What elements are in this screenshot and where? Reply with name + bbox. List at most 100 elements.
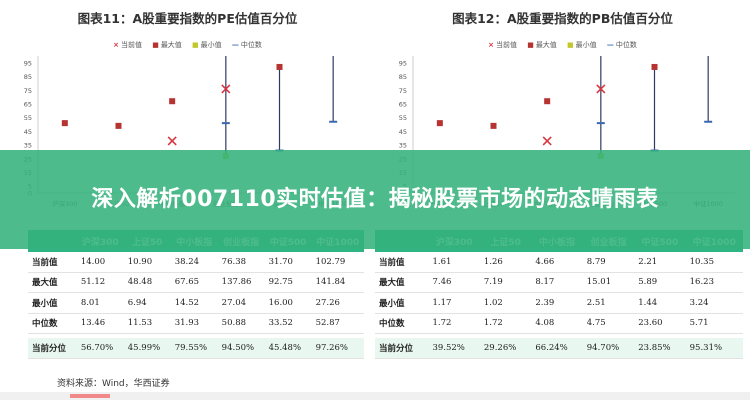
table-cell: 1.72 (428, 313, 480, 334)
table-cell: 45.48% (264, 338, 312, 359)
pb-data-table: 沪深300上证50中小板指创业板指中证500中证1000当前值1.611.264… (375, 230, 743, 359)
table-cell: 39.52% (428, 338, 480, 359)
y-tick-label: 85 (24, 73, 32, 81)
max-marker (169, 98, 176, 105)
table-cell: 10.90 (123, 252, 171, 273)
max-marker (490, 122, 497, 129)
table-cell: 3.24 (685, 292, 743, 314)
table-cell: 56.70% (76, 338, 124, 359)
table-row: 中位数 1.72 1.72 4.08 4.75 23.60 5.71 (375, 313, 743, 334)
table-cell: 1.72 (479, 313, 532, 334)
headline-text[interactable]: 深入解析007110实时估值：揭秘股票市场的动态晴雨表 (91, 186, 659, 212)
current-marker (167, 136, 177, 146)
table-row-label: 当前值 (28, 252, 77, 273)
table-row: 当前值 1.61 1.26 4.66 8.79 2.21 10.35 (375, 252, 743, 273)
table-cell: 27.04 (217, 292, 265, 314)
table-row-label: 当前值 (375, 252, 429, 273)
legend-item-max: ■ 最大值 (527, 41, 557, 49)
table-cell: 95.31% (685, 338, 743, 359)
table-gap-row (375, 333, 743, 338)
table-cell: 15.01 (582, 272, 635, 293)
table-row: 当前值 14.00 10.90 38.24 76.38 31.70 102.79 (28, 252, 364, 273)
table-row: 当前分位 56.70% 45.99% 79.55% 94.50% 45.48% 97.26% (28, 338, 364, 359)
table-cell: 23.60 (634, 313, 686, 334)
current-marker (596, 84, 606, 94)
table-cell: 2.51 (582, 292, 635, 314)
table-cell: 4.75 (582, 313, 635, 334)
table-cell: 10.35 (685, 252, 743, 273)
y-tick-label: 45 (24, 128, 32, 136)
table-cell: 141.84 (311, 272, 364, 293)
table-row: 最大值 7.46 7.19 8.17 15.01 5.89 16.23 (375, 272, 743, 293)
table-cell: 1.02 (479, 292, 532, 314)
table-cell: 1.26 (479, 252, 532, 273)
max-marker (436, 120, 443, 127)
table-cell: 50.88 (217, 313, 265, 334)
max-marker (61, 120, 68, 127)
legend-item-median: — 中位数 (606, 41, 637, 49)
pe-percentile-panel: 图表11：A股重要指数的PE估值百分位 × 当前值 ■ 最大值 ■ 最小值 — 中位数 … (24, 11, 364, 389)
table-row: 最小值 8.01 6.94 14.52 27.04 16.00 27.26 (28, 292, 364, 314)
y-tick-label: 95 (24, 59, 32, 67)
table-cell: 1.61 (428, 252, 480, 273)
table-cell: 31.93 (170, 313, 218, 334)
table-cell: 29.26% (479, 338, 532, 359)
y-tick-label: 45 (399, 128, 407, 136)
pe-data-table: 沪深300上证50中小板指创业板指中证500中证1000当前值14.0010.9… (28, 230, 364, 359)
legend-item-median: — 中位数 (231, 41, 262, 49)
current-marker (542, 136, 552, 146)
y-tick-label: 35 (399, 142, 407, 150)
legend-item-current: × 当前值 (488, 41, 517, 49)
table-cell: 23.85% (634, 338, 686, 359)
legend-item-max: ■ 最大值 (152, 41, 182, 49)
table-cell: 14.00 (76, 252, 124, 273)
table-cell: 31.70 (264, 252, 312, 273)
chart-title: 图表11：A股重要指数的PE估值百分位 (77, 11, 298, 26)
legend-item-current: × 当前值 (113, 41, 142, 49)
table-cell: 33.52 (264, 313, 312, 334)
table-cell: 7.46 (428, 272, 480, 293)
y-tick-label: 55 (399, 114, 407, 122)
table-cell: 48.48 (123, 272, 171, 293)
legend-item-min: ■ 最小值 (567, 41, 597, 49)
y-tick-label: 35 (24, 142, 32, 150)
table-cell: 102.79 (311, 252, 364, 273)
table-cell: 5.89 (634, 272, 686, 293)
table-row: 最大值 51.12 48.48 67.65 137.86 92.75 141.84 (28, 272, 364, 293)
table-cell: 67.65 (170, 272, 218, 293)
table-cell: 92.75 (264, 272, 312, 293)
table-row-label: 中位数 (375, 313, 429, 334)
table-cell: 6.94 (123, 292, 171, 314)
table-cell: 94.70% (582, 338, 635, 359)
table-cell: 1.44 (634, 292, 686, 314)
table-row-label: 最大值 (28, 272, 77, 293)
table-cell: 2.39 (531, 292, 583, 314)
y-tick-label: 75 (24, 87, 32, 95)
y-tick-label: 85 (399, 73, 407, 81)
table-row-label: 当前分位 (375, 338, 429, 359)
table-cell: 66.24% (531, 338, 583, 359)
chart-title: 图表12：A股重要指数的PB估值百分位 (452, 11, 673, 26)
footer-strip (0, 392, 750, 400)
table-cell: 14.52 (170, 292, 218, 314)
table-cell: 16.23 (685, 272, 743, 293)
table-gap-row (28, 333, 364, 338)
table-cell: 13.46 (76, 313, 124, 334)
pb-percentile-panel: 图表12：A股重要指数的PB估值百分位 × 当前值 ■ 最大值 ■ 最小值 — 中位数 … (375, 0, 750, 400)
table-cell: 52.87 (311, 313, 364, 334)
table-row-label: 最小值 (375, 292, 429, 314)
y-tick-label: 55 (24, 114, 32, 122)
table-cell: 5.71 (685, 313, 743, 334)
table-row-label: 最小值 (28, 292, 77, 314)
table-cell: 4.08 (531, 313, 583, 334)
table-cell: 11.53 (123, 313, 171, 334)
table-cell: 2.21 (634, 252, 686, 273)
y-tick-label: 65 (24, 100, 32, 108)
table-cell: 38.24 (170, 252, 218, 273)
headline-banner: 深入解析007110实时估值：揭秘股票市场的动态晴雨表 (0, 150, 750, 249)
max-marker (544, 98, 551, 105)
chart-legend: × 当前值 ■ 最大值 ■ 最小值 — 中位数 (375, 40, 750, 50)
y-tick-label: 65 (399, 100, 407, 108)
table-cell: 137.86 (217, 272, 265, 293)
table-cell: 79.55% (170, 338, 218, 359)
